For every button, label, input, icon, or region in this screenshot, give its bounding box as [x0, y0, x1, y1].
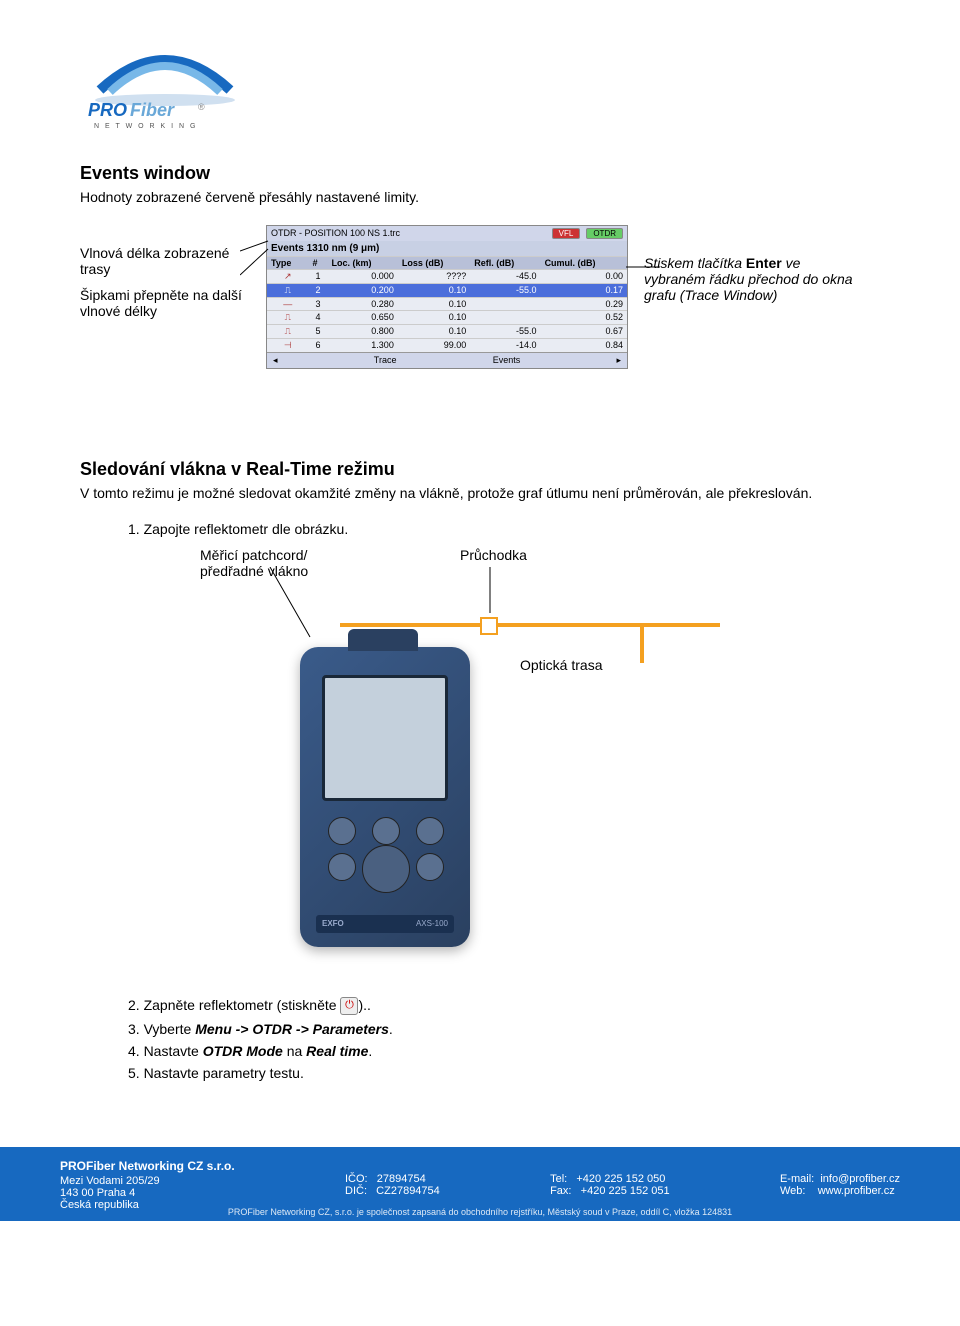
device-button	[416, 817, 444, 845]
svg-text:®: ®	[198, 102, 205, 112]
footer-addr1: Mezi Vodami 205/29	[60, 1175, 235, 1187]
device-button	[328, 853, 356, 881]
device-label-bar: EXFO AXS-100	[316, 915, 454, 933]
otdr-device: EXFO AXS-100	[300, 647, 470, 947]
events-grid: Type # Loc. (km) Loss (dB) Refl. (dB) Cu…	[267, 256, 627, 352]
table-row[interactable]: ↗10.000????-45.00.00	[267, 269, 627, 283]
foot-events[interactable]: Events	[493, 355, 521, 366]
label-pruchodka: Průchodka	[460, 547, 580, 563]
right-bold: Enter	[746, 255, 782, 271]
logo: PRO Fiber ® N E T W O R K I N G	[80, 40, 880, 133]
device-screen	[322, 675, 448, 801]
realtime-heading: Sledování vlákna v Real-Time režimu	[80, 459, 880, 480]
step5: 5. Nastavte parametry testu.	[128, 1065, 880, 1081]
leader-patch	[260, 567, 320, 647]
device-button	[372, 817, 400, 845]
device-button	[328, 817, 356, 845]
col-loc: Loc. (km)	[328, 256, 398, 269]
device-dpad	[362, 845, 410, 893]
events-annotation-row: Vlnová délka zobrazené trasy Šipkami pře…	[80, 225, 880, 369]
realtime-body: V tomto režimu je možné sledovat okamžit…	[80, 484, 880, 503]
footer-company: PROFiber Networking CZ s.r.o.	[60, 1159, 235, 1173]
otdr-badge: OTDR	[586, 228, 623, 239]
table-row[interactable]: ⎍40.6500.100.52	[267, 310, 627, 324]
foot-right-arrow[interactable]: ▸	[616, 355, 621, 366]
step1: 1. Zapojte reflektometr dle obrázku.	[128, 521, 880, 537]
logo-svg: PRO Fiber ® N E T W O R K I N G	[80, 40, 250, 130]
foot-trace[interactable]: Trace	[374, 355, 397, 366]
events-table-wrap: OTDR - POSITION 100 NS 1.trc VFL OTDR Ev…	[266, 225, 628, 369]
events-window-body: Hodnoty zobrazené červeně přesáhly nasta…	[80, 188, 880, 207]
col-refl: Refl. (dB)	[470, 256, 540, 269]
col-cum: Cumul. (dB)	[541, 256, 627, 269]
table-row[interactable]: —30.2800.100.29	[267, 297, 627, 310]
step4: 4. Nastavte OTDR Mode na Real time.	[128, 1043, 880, 1059]
step2: 2. Zapněte reflektometr (stiskněte ⏻)..	[128, 997, 880, 1015]
table-row[interactable]: ⎍50.8000.10-55.00.67	[267, 324, 627, 338]
events-title: Events 1310 nm (9 μm)	[267, 241, 627, 256]
col-type: Type	[267, 256, 308, 269]
leader-lines-left	[240, 231, 270, 291]
annot-wavelength: Vlnová délka zobrazené trasy	[80, 245, 250, 277]
table-row[interactable]: ⎍20.2000.10-55.00.17	[267, 283, 627, 297]
footer-addr2: 143 00 Praha 4	[60, 1187, 235, 1199]
svg-text:PRO: PRO	[88, 100, 127, 120]
topbar-title: OTDR - POSITION 100 NS 1.trc	[271, 228, 400, 238]
vfl-badge: VFL	[552, 228, 581, 239]
left-annotations: Vlnová délka zobrazené trasy Šipkami pře…	[80, 225, 250, 329]
col-loss: Loss (dB)	[398, 256, 470, 269]
events-window-heading: Events window	[80, 163, 880, 184]
col-num: #	[308, 256, 327, 269]
footer: PROFiber Networking CZ s.r.o. Mezi Vodam…	[0, 1147, 960, 1221]
svg-text:Fiber: Fiber	[130, 100, 175, 120]
table-row[interactable]: ⊣61.30099.00-14.00.84	[267, 338, 627, 352]
events-table: OTDR - POSITION 100 NS 1.trc VFL OTDR Ev…	[266, 225, 628, 369]
annot-arrows: Šipkami přepněte na další vlnové délky	[80, 287, 250, 319]
right-line1: Stiskem tlačítka	[644, 255, 746, 271]
right-annotation: Stiskem tlačítka Enter ve vybraném řádku…	[644, 225, 854, 303]
device-button	[416, 853, 444, 881]
svg-text:N E T W O R K I N G: N E T W O R K I N G	[94, 123, 197, 130]
step3: 3. Vyberte Menu -> OTDR -> Parameters.	[128, 1021, 880, 1037]
connection-diagram: Měřicí patchcord/ předřadné vlákno Průch…	[120, 547, 880, 977]
footer-subline: PROFiber Networking CZ, s.r.o. je společ…	[0, 1207, 960, 1217]
foot-left-arrow[interactable]: ◂	[273, 355, 278, 366]
power-icon: ⏻	[340, 997, 358, 1015]
